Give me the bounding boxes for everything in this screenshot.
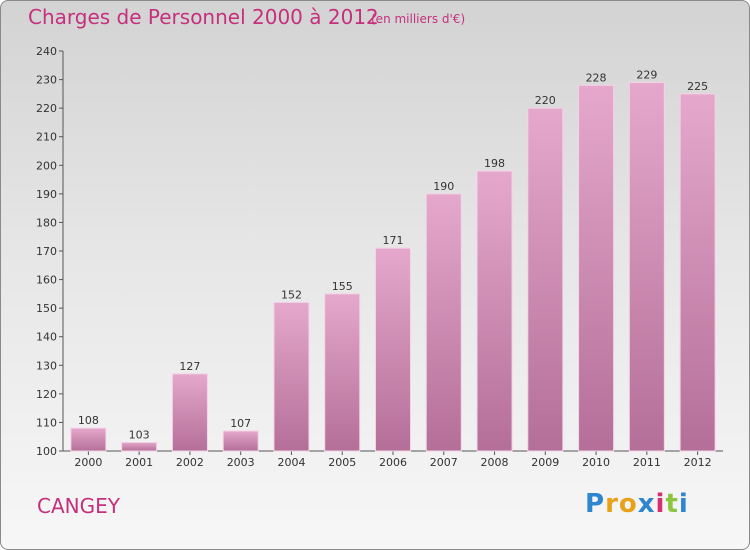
data-label-2002: 127 <box>179 360 200 373</box>
chart-subtitle: (en milliers d'€) <box>371 12 466 26</box>
y-tick-label: 180 <box>36 216 57 229</box>
x-tick-label-2000: 2000 <box>74 456 102 469</box>
data-label-2007: 190 <box>433 180 454 193</box>
y-tick-label: 210 <box>36 131 57 144</box>
data-label-2008: 198 <box>484 157 505 170</box>
x-tick-label-2009: 2009 <box>531 456 559 469</box>
logo-letter: i <box>678 489 689 519</box>
y-tick-label: 190 <box>36 188 57 201</box>
bar-2000 <box>70 427 107 452</box>
bar-2006 <box>375 247 411 452</box>
bar-2011 <box>628 81 665 452</box>
bar-2001 <box>121 441 158 452</box>
y-tick-label: 140 <box>36 331 57 344</box>
x-tick-label-2010: 2010 <box>582 456 610 469</box>
data-label-2010: 228 <box>586 71 607 84</box>
data-label-2001: 103 <box>129 428 150 441</box>
x-tick-label-2012: 2012 <box>684 456 712 469</box>
x-tick-label-2001: 2001 <box>125 456 153 469</box>
data-label-2012: 225 <box>687 80 708 93</box>
chart-title: Charges de Personnel 2000 à 2012 <box>28 5 379 29</box>
y-tick-label: 110 <box>36 416 57 429</box>
y-tick-label: 240 <box>36 45 57 58</box>
y-tick-label: 100 <box>36 445 57 458</box>
bar-2003 <box>222 430 259 452</box>
x-tick-label-2005: 2005 <box>328 456 356 469</box>
bar-2005 <box>324 293 361 452</box>
logo-letter: x <box>637 489 656 519</box>
y-tick-label: 160 <box>36 274 57 287</box>
x-tick-label-2003: 2003 <box>227 456 255 469</box>
data-label-2003: 107 <box>230 417 251 430</box>
y-tick-label: 120 <box>36 388 57 401</box>
y-tick-label: 220 <box>36 102 57 115</box>
bar-2009 <box>527 107 564 452</box>
data-label-2006: 171 <box>383 234 404 247</box>
logo-letter: r <box>605 489 619 519</box>
x-tick-label-2006: 2006 <box>379 456 407 469</box>
proxiti-logo: Proxiti <box>585 489 689 519</box>
logo-letter: t <box>665 489 679 519</box>
logo-letter: P <box>585 489 606 519</box>
logo-letter: o <box>618 489 638 519</box>
x-tick-label-2004: 2004 <box>277 456 305 469</box>
data-label-2009: 220 <box>535 94 556 107</box>
y-tick-label: 230 <box>36 74 57 87</box>
y-tick-label: 130 <box>36 359 57 372</box>
bar-2010 <box>578 84 615 452</box>
y-tick-label: 170 <box>36 245 57 258</box>
data-label-2000: 108 <box>78 414 99 427</box>
x-tick-label-2002: 2002 <box>176 456 204 469</box>
y-tick-label: 200 <box>36 159 57 172</box>
data-label-2004: 152 <box>281 288 302 301</box>
x-tick-label-2007: 2007 <box>430 456 458 469</box>
data-label-2005: 155 <box>332 280 353 293</box>
bar-2007 <box>425 193 462 452</box>
bar-2002 <box>171 373 208 452</box>
data-label-2011: 229 <box>636 68 657 81</box>
bar-2008 <box>476 170 513 452</box>
logo-letter: i <box>655 489 666 519</box>
bar-2012 <box>679 93 716 452</box>
commune-name: CANGEY <box>37 494 120 518</box>
x-tick-label-2008: 2008 <box>481 456 509 469</box>
bar-2004 <box>273 301 310 452</box>
x-tick-label-2011: 2011 <box>633 456 661 469</box>
y-tick-label: 150 <box>36 302 57 315</box>
